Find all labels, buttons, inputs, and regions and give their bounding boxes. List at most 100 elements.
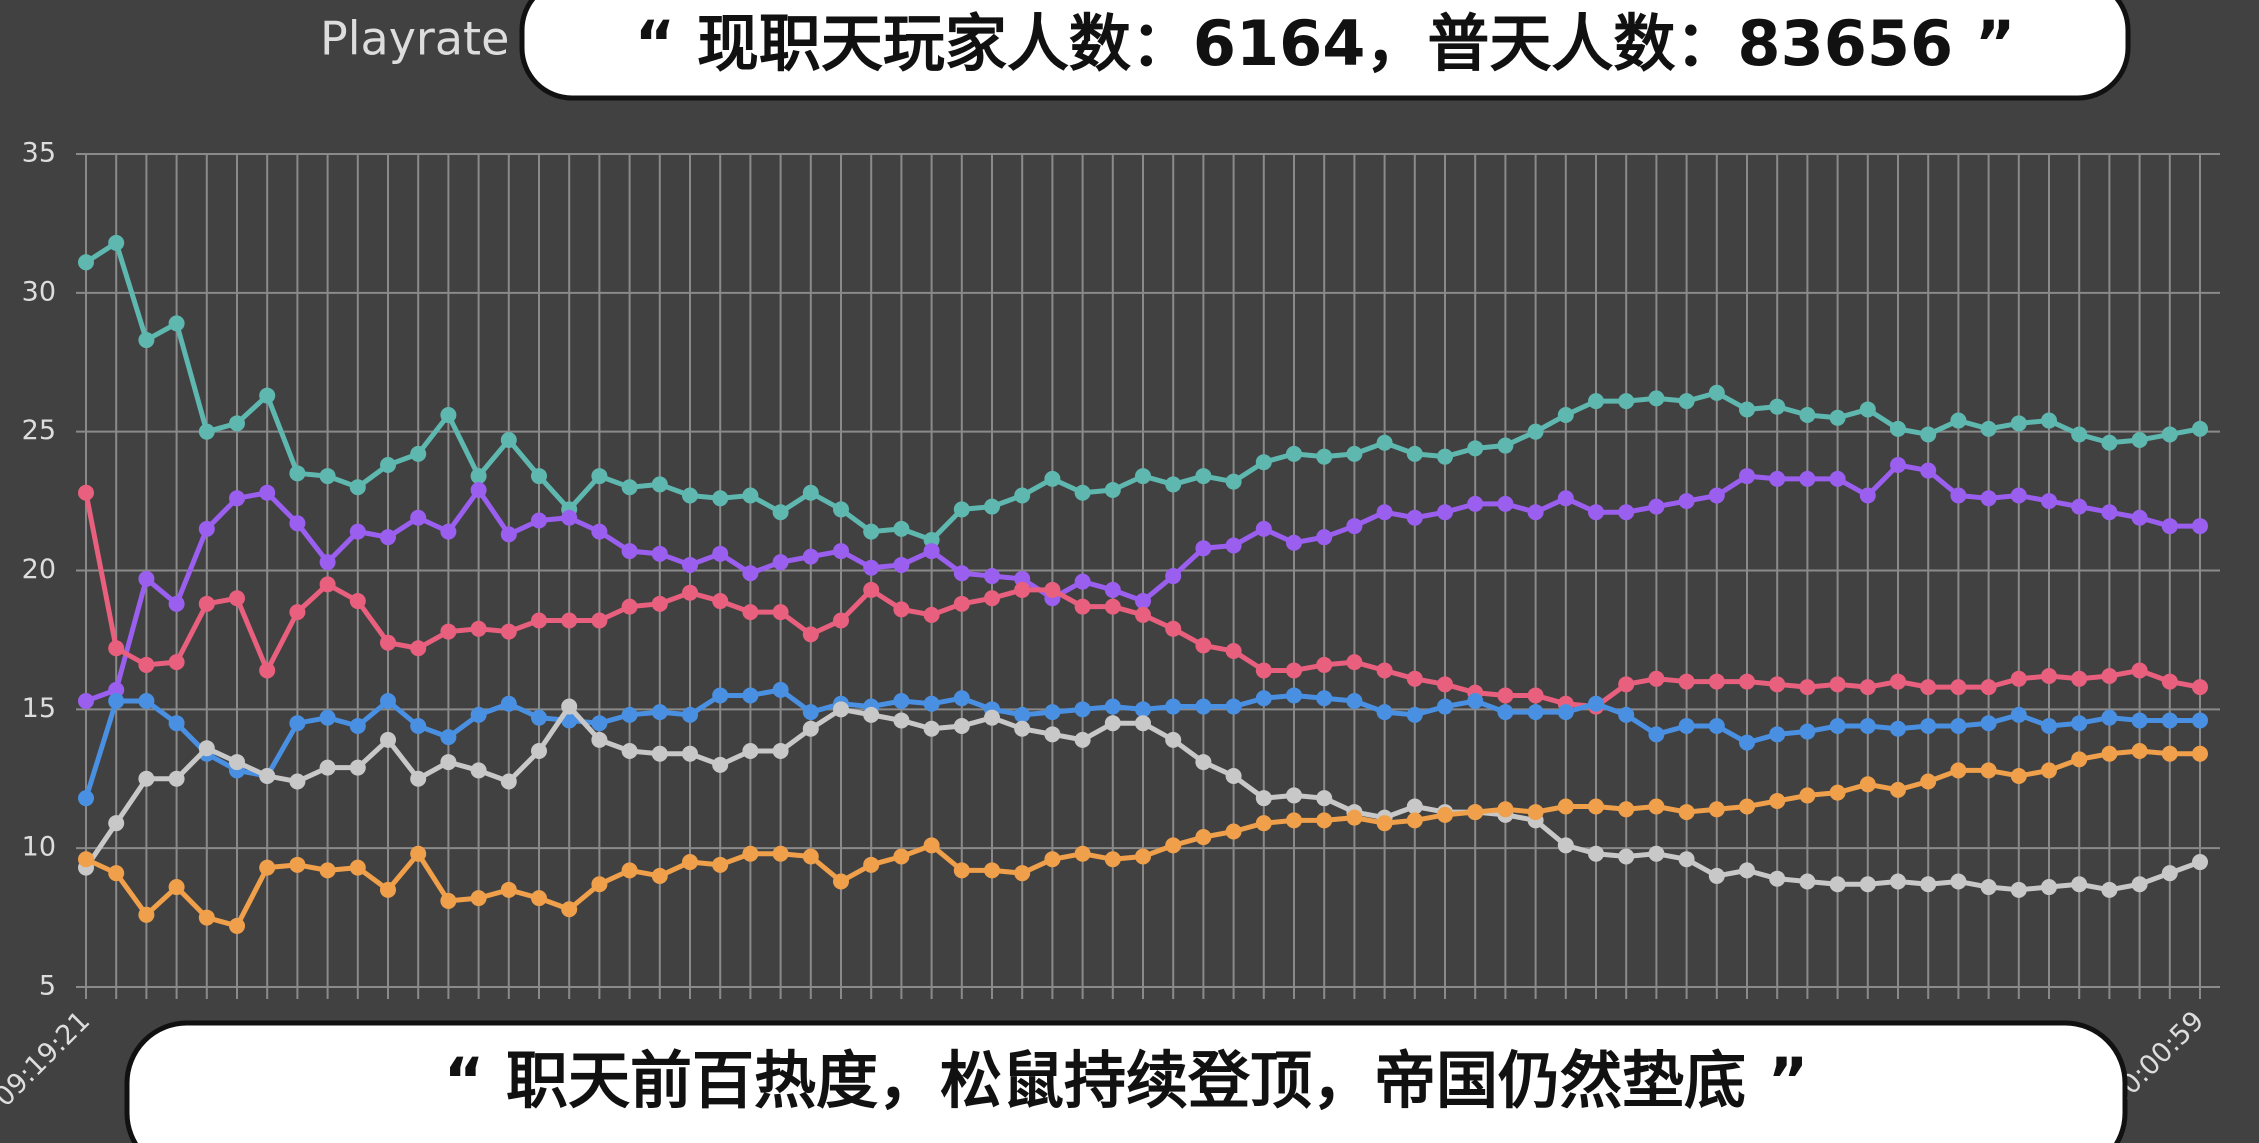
- data-point: [1406, 812, 1423, 829]
- data-point: [742, 742, 759, 759]
- data-point: [1286, 445, 1302, 462]
- data-point: [1829, 717, 1846, 734]
- data-point: [2131, 509, 2148, 526]
- data-point: [1769, 470, 1786, 487]
- data-point: [349, 593, 366, 610]
- data-point: [78, 790, 94, 807]
- data-point: [742, 687, 759, 704]
- data-point: [1527, 687, 1544, 704]
- data-point: [198, 740, 215, 757]
- data-point: [1467, 804, 1484, 821]
- data-point: [1195, 540, 1212, 557]
- data-point: [1618, 504, 1635, 521]
- y-tick-label: 15: [22, 693, 56, 724]
- data-point: [1225, 643, 1242, 660]
- data-point: [802, 848, 819, 865]
- data-point: [1316, 690, 1333, 707]
- data-point: [410, 640, 427, 657]
- data-point: [1165, 698, 1182, 715]
- data-point: [1135, 593, 1151, 610]
- data-point: [1557, 704, 1574, 721]
- data-point: [1195, 637, 1212, 654]
- data-point: [1950, 412, 1967, 429]
- data-point: [953, 501, 970, 518]
- data-point: [1920, 717, 1937, 734]
- data-point: [500, 526, 517, 543]
- data-point: [138, 770, 155, 787]
- data-point: [1980, 715, 1997, 732]
- data-point: [1678, 673, 1695, 690]
- data-point: [1376, 704, 1393, 721]
- data-point: [2131, 662, 2148, 679]
- data-point: [923, 720, 940, 737]
- data-point: [1135, 468, 1151, 485]
- data-point: [833, 612, 849, 629]
- data-point: [78, 254, 94, 271]
- y-tick-label: 20: [22, 554, 56, 585]
- data-point: [1557, 490, 1574, 507]
- data-point: [319, 759, 336, 776]
- data-point: [1829, 409, 1846, 426]
- data-point: [2010, 415, 2027, 432]
- data-point: [863, 523, 880, 540]
- data-point: [1135, 715, 1151, 732]
- data-point: [923, 543, 940, 560]
- data-point: [1165, 731, 1182, 748]
- data-point: [984, 568, 1000, 585]
- data-point: [1678, 717, 1695, 734]
- data-point: [1497, 687, 1514, 704]
- data-point: [591, 731, 608, 748]
- data-point: [712, 490, 729, 507]
- data-point: [1074, 484, 1091, 501]
- data-point: [682, 706, 698, 723]
- data-point: [2101, 504, 2118, 521]
- data-point: [712, 545, 729, 562]
- data-point: [2192, 745, 2208, 762]
- data-point: [2041, 879, 2057, 896]
- data-point: [229, 590, 245, 607]
- data-point: [1286, 534, 1302, 551]
- data-point: [1225, 537, 1242, 554]
- data-point: [349, 717, 366, 734]
- data-point: [531, 742, 547, 759]
- data-point: [923, 837, 940, 854]
- data-point: [1708, 673, 1725, 690]
- data-point: [1316, 656, 1333, 673]
- data-point: [1406, 706, 1423, 723]
- data-point: [1225, 473, 1242, 490]
- data-point: [802, 720, 819, 737]
- data-point: [1467, 693, 1484, 710]
- data-point: [1920, 426, 1937, 443]
- data-point: [1829, 676, 1846, 693]
- data-point: [1859, 679, 1876, 696]
- data-point: [108, 234, 125, 251]
- data-point: [229, 490, 245, 507]
- data-point: [742, 845, 759, 862]
- data-point: [138, 570, 155, 587]
- data-point: [440, 407, 457, 424]
- data-point: [2041, 412, 2057, 429]
- data-point: [1859, 776, 1876, 793]
- data-point: [289, 604, 306, 621]
- data-point: [2101, 668, 2118, 685]
- data-point: [1074, 731, 1091, 748]
- data-point: [1346, 809, 1363, 826]
- data-point: [1255, 815, 1272, 832]
- data-point: [1890, 720, 1906, 737]
- data-point: [1618, 801, 1635, 818]
- data-point: [1346, 654, 1363, 671]
- data-point: [1376, 434, 1393, 451]
- data-point: [953, 595, 970, 612]
- data-point: [319, 709, 336, 726]
- data-point: [440, 523, 457, 540]
- data-point: [380, 634, 396, 651]
- data-point: [1044, 851, 1061, 868]
- data-point: [893, 601, 910, 618]
- data-point: [108, 815, 125, 832]
- data-point: [651, 867, 668, 884]
- data-point: [863, 706, 880, 723]
- data-point: [410, 845, 427, 862]
- data-point: [893, 520, 910, 537]
- data-point: [863, 559, 880, 576]
